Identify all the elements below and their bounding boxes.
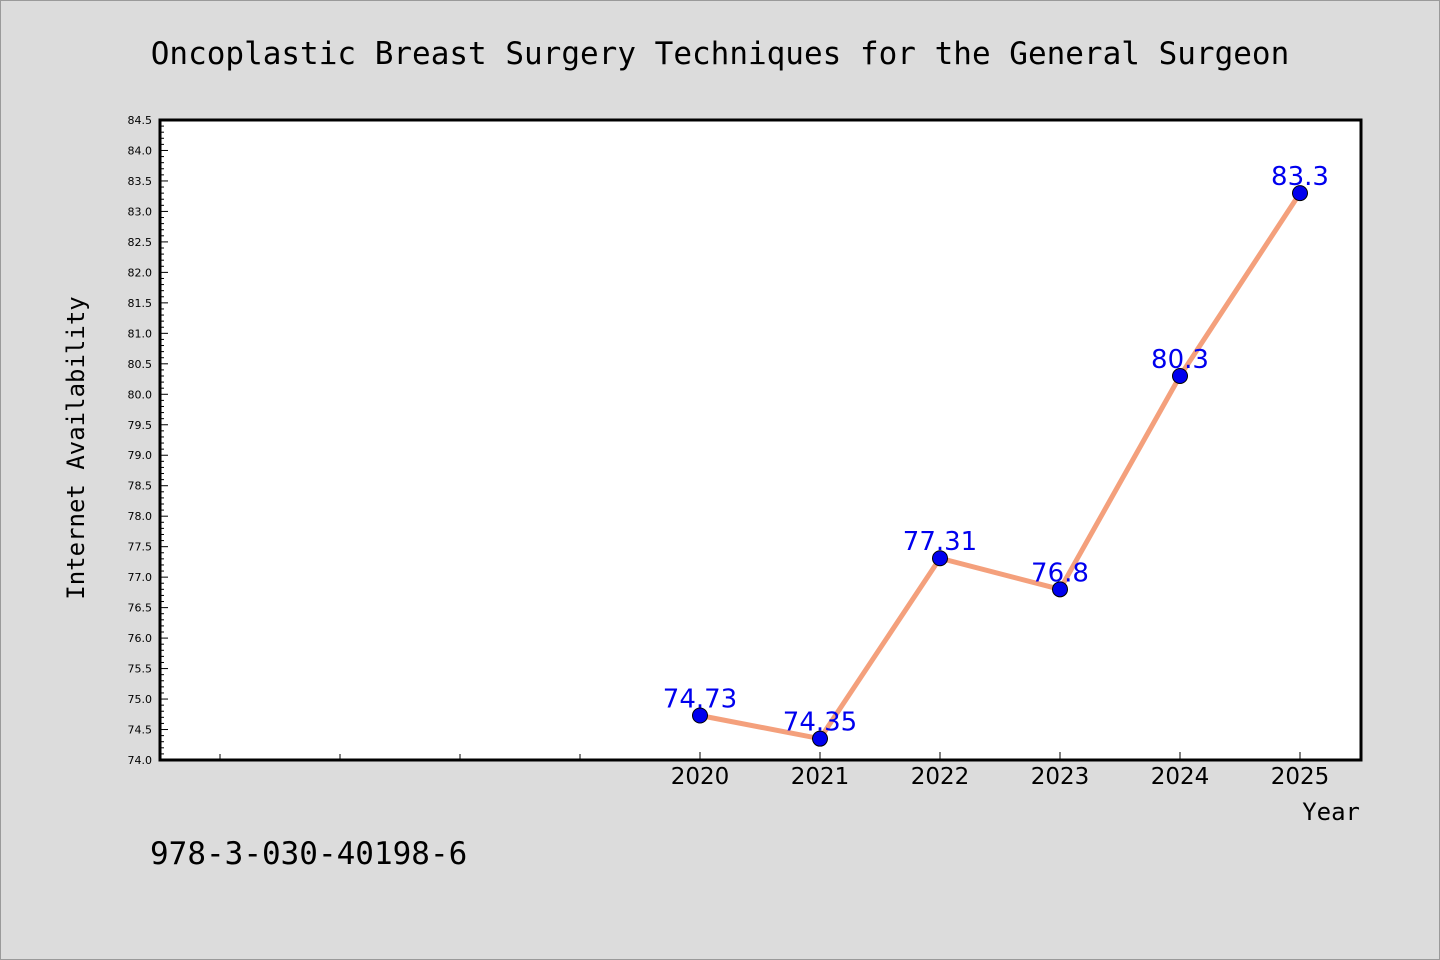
y-axis-label: Internet Availability bbox=[62, 296, 90, 599]
x-tick-label: 2025 bbox=[1271, 764, 1330, 790]
y-tick-label: 75.5 bbox=[128, 663, 153, 676]
data-label: 74.73 bbox=[663, 685, 737, 715]
x-tick-label: 2022 bbox=[911, 764, 970, 790]
y-tick-label: 81.5 bbox=[128, 297, 153, 310]
y-tick-label: 82.0 bbox=[128, 266, 153, 279]
data-point bbox=[1172, 368, 1188, 384]
series-group: 74.73 74.35 77.31 76.8 80.3 83.3 bbox=[663, 162, 1329, 747]
series-line bbox=[699, 191, 1303, 742]
data-label: 77.31 bbox=[903, 527, 977, 557]
x-axis-label: Year bbox=[1302, 798, 1360, 826]
y-tick-label: 80.0 bbox=[128, 388, 153, 401]
data-label: 80.3 bbox=[1151, 345, 1209, 375]
y-tick-label: 84.5 bbox=[128, 114, 153, 127]
data-point bbox=[692, 707, 708, 724]
chart-title: Oncoplastic Breast Surgery Techniques fo… bbox=[151, 36, 1289, 72]
y-tick-label: 77.5 bbox=[128, 541, 153, 554]
plot-area bbox=[158, 118, 1363, 762]
data-label: 74.35 bbox=[783, 708, 857, 738]
y-tick-label: 82.5 bbox=[128, 236, 153, 249]
y-tick-label: 83.0 bbox=[128, 205, 153, 218]
y-tick-label: 78.5 bbox=[128, 480, 153, 493]
data-label: 76.8 bbox=[1031, 558, 1089, 588]
y-axis: 74.0 74.5 75.0 75.5 76.0 76.5 77.0 77.5 78.0 78.5… bbox=[128, 114, 168, 767]
x-axis: 2020 2021 2022 2023 2024 2025 bbox=[219, 752, 1330, 790]
data-point bbox=[932, 550, 948, 567]
data-label: 83.3 bbox=[1271, 162, 1329, 192]
y-tick-label: 78.0 bbox=[128, 510, 153, 523]
y-tick-label: 80.5 bbox=[128, 358, 153, 371]
x-tick-label: 2020 bbox=[671, 764, 730, 790]
y-tick-label: 74.5 bbox=[128, 724, 153, 737]
y-tick-label: 74.0 bbox=[128, 754, 153, 767]
data-point bbox=[1292, 185, 1308, 202]
x-tick-label: 2023 bbox=[1031, 764, 1090, 790]
x-tick-label: 2021 bbox=[791, 764, 850, 790]
y-tick-label: 79.0 bbox=[128, 449, 153, 462]
y-tick-label: 77.0 bbox=[128, 571, 153, 584]
y-tick-label: 84.0 bbox=[128, 144, 153, 157]
data-point bbox=[812, 730, 828, 747]
y-tick-label: 81.0 bbox=[128, 327, 153, 340]
y-tick-label: 79.5 bbox=[128, 419, 153, 432]
y-tick-label: 76.5 bbox=[128, 602, 153, 615]
x-tick-label: 2024 bbox=[1151, 764, 1210, 790]
isbn-text: 978-3-030-40198-6 bbox=[150, 836, 467, 872]
y-tick-label: 76.0 bbox=[128, 632, 153, 645]
y-tick-label: 75.0 bbox=[128, 693, 153, 706]
y-tick-label: 83.5 bbox=[128, 175, 153, 188]
data-point bbox=[1052, 581, 1068, 598]
